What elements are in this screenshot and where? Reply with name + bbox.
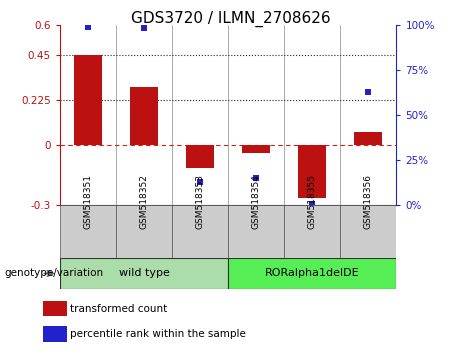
Text: wild type: wild type: [118, 268, 170, 279]
Text: RORalpha1delDE: RORalpha1delDE: [265, 268, 360, 279]
Text: percentile rank within the sample: percentile rank within the sample: [71, 329, 246, 339]
Bar: [186, 145, 214, 168]
Bar: [340, 205, 396, 258]
Bar: [298, 145, 326, 198]
Bar: [228, 205, 284, 258]
Text: GSM518356: GSM518356: [364, 174, 373, 229]
Bar: [172, 205, 228, 258]
Bar: [116, 205, 172, 258]
Bar: [242, 145, 270, 153]
Bar: [74, 55, 102, 145]
Text: GSM518353: GSM518353: [195, 174, 205, 229]
Bar: [355, 132, 383, 145]
Text: GSM518352: GSM518352: [140, 174, 148, 229]
Bar: [60, 258, 228, 289]
Text: genotype/variation: genotype/variation: [5, 268, 104, 279]
Bar: [130, 87, 158, 145]
Text: transformed count: transformed count: [71, 303, 168, 314]
Bar: [228, 258, 396, 289]
Text: GSM518354: GSM518354: [252, 174, 261, 229]
Text: GSM518351: GSM518351: [83, 174, 93, 229]
Text: GDS3720 / ILMN_2708626: GDS3720 / ILMN_2708626: [130, 11, 331, 27]
Bar: [60, 205, 116, 258]
Text: GSM518355: GSM518355: [308, 174, 317, 229]
Bar: [43, 301, 66, 316]
Bar: [43, 326, 66, 342]
Bar: [284, 205, 340, 258]
